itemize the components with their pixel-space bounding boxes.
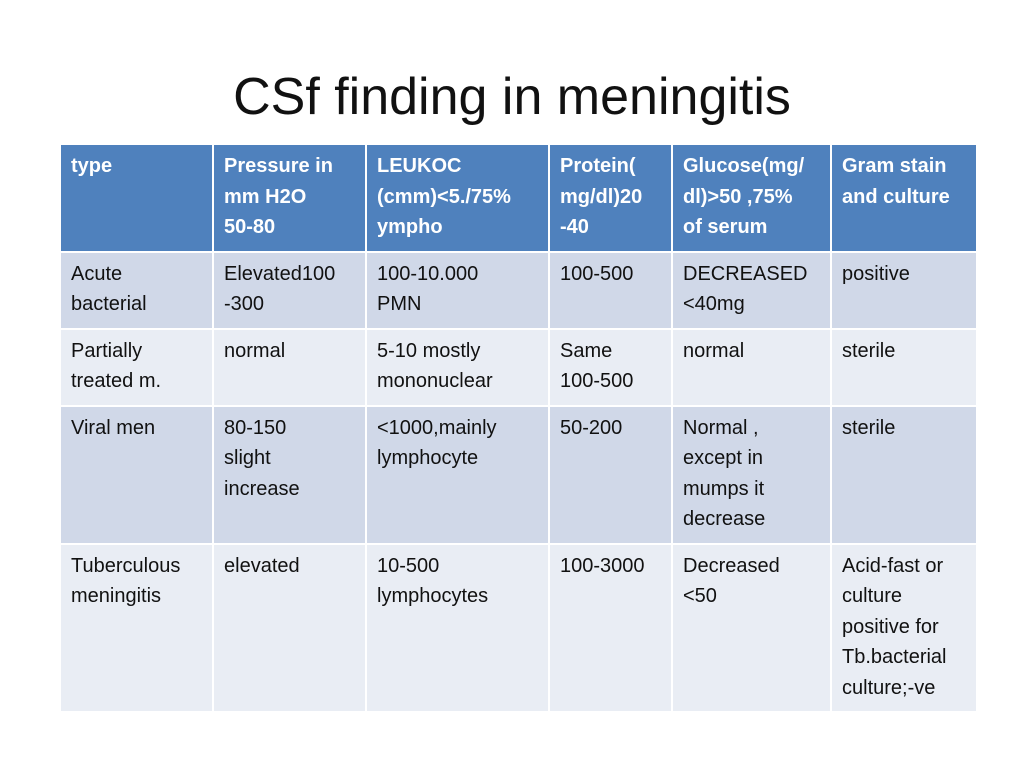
- cell-protein: 50-200: [550, 406, 671, 543]
- cell-type: Acute bacterial: [61, 252, 212, 328]
- header-pressure: Pressure in mm H2O 50-80: [214, 145, 365, 251]
- cell-pressure: 80-150 slight increase: [214, 406, 365, 543]
- cell-gram-stain: Acid-fast or culture positive for Tb.bac…: [832, 544, 976, 711]
- cell-glucose: normal: [673, 329, 830, 405]
- cell-leukocytes: <1000,mainly lymphocyte: [367, 406, 548, 543]
- header-protein: Protein( mg/dl)20 -40: [550, 145, 671, 251]
- cell-pressure: normal: [214, 329, 365, 405]
- cell-type: Tuberculous meningitis: [61, 544, 212, 711]
- cell-leukocytes: 5-10 mostly mononuclear: [367, 329, 548, 405]
- cell-glucose: Normal , except in mumps it decrease: [673, 406, 830, 543]
- table-row: Partially treated m. normal 5-10 mostly …: [61, 329, 976, 405]
- cell-gram-stain: positive: [832, 252, 976, 328]
- cell-protein: 100-500: [550, 252, 671, 328]
- cell-type: Partially treated m.: [61, 329, 212, 405]
- cell-type: Viral men: [61, 406, 212, 543]
- cell-protein: Same 100-500: [550, 329, 671, 405]
- table-row: Tuberculous meningitis elevated 10-500 l…: [61, 544, 976, 711]
- table-row: Acute bacterial Elevated100 -300 100-10.…: [61, 252, 976, 328]
- cell-glucose: Decreased <50: [673, 544, 830, 711]
- slide-title: CSf finding in meningitis: [233, 68, 791, 126]
- cell-leukocytes: 10-500 lymphocytes: [367, 544, 548, 711]
- cell-gram-stain: sterile: [832, 406, 976, 543]
- cell-pressure: elevated: [214, 544, 365, 711]
- header-gram-stain: Gram stain and culture: [832, 145, 976, 251]
- cell-leukocytes: 100-10.000 PMN: [367, 252, 548, 328]
- table-row: Viral men 80-150 slight increase <1000,m…: [61, 406, 976, 543]
- cell-gram-stain: sterile: [832, 329, 976, 405]
- cell-pressure: Elevated100 -300: [214, 252, 365, 328]
- header-type: type: [61, 145, 212, 251]
- csf-findings-table: type Pressure in mm H2O 50-80 LEUKOC (cm…: [59, 143, 978, 713]
- cell-protein: 100-3000: [550, 544, 671, 711]
- table-header-row: type Pressure in mm H2O 50-80 LEUKOC (cm…: [61, 145, 976, 251]
- header-leukocytes: LEUKOC (cmm)<5./75% ympho: [367, 145, 548, 251]
- header-glucose: Glucose(mg/ dl)>50 ,75% of serum: [673, 145, 830, 251]
- cell-glucose: DECREASED <40mg: [673, 252, 830, 328]
